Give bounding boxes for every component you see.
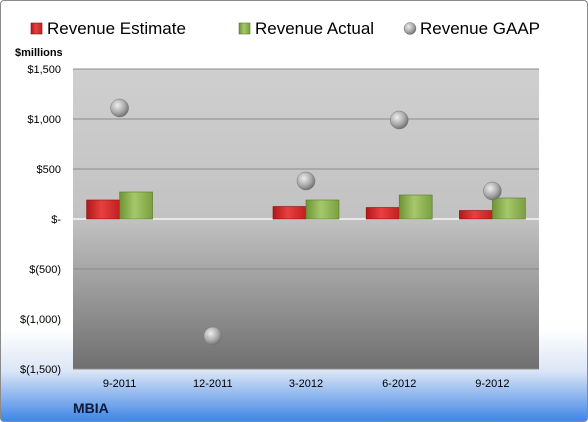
y-tick-label: $-: [51, 214, 61, 226]
y-tick-label: $(500): [29, 264, 61, 276]
revenue-actual-bar: [119, 191, 153, 220]
legend-swatch-gaap: [403, 22, 417, 35]
revenue-actual-bar: [398, 194, 433, 220]
revenue-actual-bar: [492, 197, 526, 220]
legend-swatch-estimate: [30, 22, 43, 35]
revenue-estimate-bar: [459, 210, 493, 220]
x-tick-label: 9-2011: [103, 378, 136, 390]
revenue-gaap-marker: [483, 181, 502, 201]
bars: [86, 191, 526, 220]
legend: Revenue Estimate Revenue Actual Revenue GA…: [30, 19, 540, 38]
revenue-gaap-marker: [389, 110, 409, 130]
x-tick-label: 9-2012: [475, 378, 509, 390]
revenue-estimate-bar: [86, 199, 120, 220]
revenue-estimate-bar: [365, 207, 400, 220]
legend-swatch-actual: [238, 22, 251, 35]
legend-label: Revenue Actual: [255, 19, 374, 38]
y-tick-label: $(1,000): [20, 314, 61, 326]
gaap-markers: [110, 98, 502, 346]
revenue-actual-bar: [305, 199, 340, 220]
legend-label: Revenue GAAP: [420, 19, 540, 38]
x-axis: 9-2011 12-2011 3-2012 6-2012 9-2012: [103, 378, 510, 390]
x-tick-label: 12-2011: [193, 378, 233, 390]
y-tick-label: $1,000: [27, 114, 61, 126]
x-tick-label: 6-2012: [382, 378, 416, 390]
revenue-gaap-marker: [203, 326, 223, 346]
revenue-gaap-marker: [296, 171, 316, 191]
company-label: MBIA: [73, 400, 109, 416]
revenue-estimate-bar: [272, 206, 307, 220]
y-tick-label: $(1,500): [20, 364, 61, 376]
y-tick-label: $1,500: [27, 64, 61, 76]
legend-label: Revenue Estimate: [47, 19, 186, 38]
y-axis: $1,500 $1,000 $500 $- $(500) $(1,000) $(1,500): [20, 64, 61, 376]
y-tick-label: $500: [37, 164, 61, 176]
revenue-gaap-marker: [110, 98, 129, 118]
x-tick-label: 3-2012: [289, 378, 323, 390]
unit-label: $millions: [15, 47, 63, 59]
